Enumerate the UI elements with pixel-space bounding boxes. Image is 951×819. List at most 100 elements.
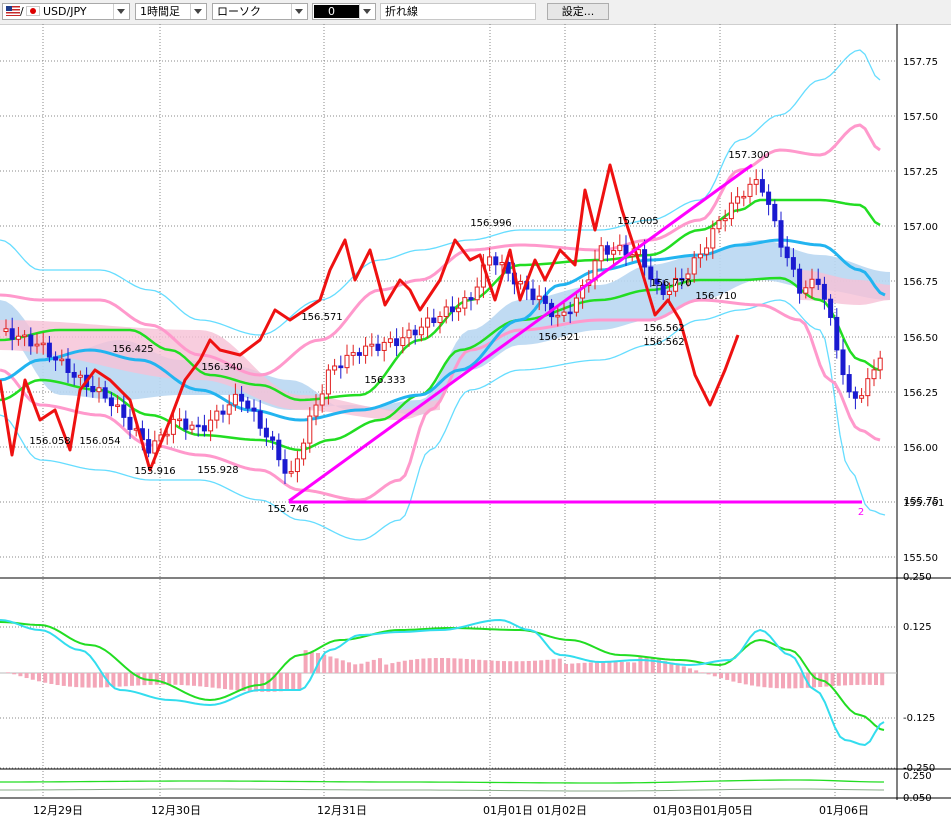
macd-histogram-bar <box>725 673 730 680</box>
macd-histogram-bar <box>396 661 401 673</box>
macd-histogram-bar <box>223 673 227 690</box>
candle-body <box>406 329 412 339</box>
macd-histogram-bar <box>86 673 91 688</box>
candle-body <box>53 356 59 361</box>
macd-histogram-bar <box>285 673 289 691</box>
candle-body <box>530 288 536 301</box>
chevron-down-icon[interactable] <box>291 4 307 19</box>
axis-labels: 157.75 157.50 157.25 157.00 156.75 156.50 156.… <box>33 57 944 817</box>
macd-histogram-bar <box>731 673 736 682</box>
macd-histogram-bar <box>824 673 829 687</box>
date-axis-label: 12月30日 <box>151 804 201 817</box>
macd-histogram-bar <box>297 673 302 690</box>
macd-histogram-bar <box>61 673 66 686</box>
oscillator-axis-label: -0.125 <box>903 713 935 724</box>
candle-body <box>456 307 462 313</box>
macd-histogram-bar <box>365 661 370 673</box>
candle-body <box>394 338 400 347</box>
sub-chart-type-select[interactable]: 折れ線 <box>380 3 536 20</box>
macd-histogram-bar <box>185 673 190 686</box>
macd-histogram-bar <box>390 663 395 673</box>
candle-body <box>22 334 28 338</box>
sub-chart-type-value: 折れ線 <box>385 5 418 18</box>
macd-histogram-bar <box>334 658 339 673</box>
macd-histogram-bar <box>229 673 234 690</box>
candle-body <box>871 369 877 380</box>
chevron-down-icon[interactable] <box>359 4 375 19</box>
macd-histogram-bar <box>799 673 804 689</box>
macd-histogram-bar <box>154 673 159 685</box>
macd-histogram-bar <box>68 673 72 687</box>
price-annotation: 157.005 <box>617 216 658 227</box>
candle-body <box>363 345 369 356</box>
candle-body <box>189 424 195 430</box>
macd-histogram-bar <box>607 661 612 673</box>
candle-body <box>468 297 474 301</box>
candle-body <box>704 247 710 255</box>
macd-histogram-bar <box>247 673 252 692</box>
price-annotation: 156.571 <box>301 312 342 323</box>
indicator-select[interactable]: 0 <box>312 3 376 20</box>
macd-histogram-bar <box>526 660 531 673</box>
price-annotation: 156.333 <box>364 375 405 386</box>
macd-histogram-bar <box>650 658 655 673</box>
date-axis-label: 01月05日 <box>703 804 753 817</box>
candle-body <box>580 285 586 299</box>
candle-body <box>852 391 858 399</box>
candle-body <box>214 410 220 421</box>
candle-body <box>170 418 176 435</box>
candle-body <box>604 245 610 255</box>
chart-type-select[interactable]: ローソク <box>212 3 308 20</box>
price-tag-background <box>898 496 940 508</box>
macd-histogram-bar <box>433 658 438 673</box>
candle-body <box>115 404 121 407</box>
timeframe-select[interactable]: 1時間足 <box>135 3 207 20</box>
price-annotation: 156.058 <box>29 436 70 447</box>
macd-histogram-bar <box>440 657 444 673</box>
price-axis-label: 155.761 <box>903 498 944 509</box>
macd-histogram-bar <box>291 673 296 690</box>
candle-body <box>679 277 685 281</box>
candle-body <box>840 349 846 376</box>
candle-body <box>239 393 245 402</box>
macd-histogram-bar <box>576 663 581 673</box>
candle-body <box>803 287 809 294</box>
macd-histogram-bar <box>464 658 469 673</box>
price-axis-label: 156.25 <box>903 388 938 399</box>
candle-body <box>418 326 424 336</box>
settings-button[interactable]: 設定... <box>547 3 609 20</box>
candle-body <box>747 183 753 197</box>
chevron-down-icon[interactable] <box>113 4 129 19</box>
macd-histogram-bar <box>489 660 494 673</box>
macd-histogram-bar <box>173 673 178 685</box>
price-axis-label: 155.50 <box>903 553 938 564</box>
candle-body <box>425 317 431 328</box>
date-axis-label: 01月03日 <box>653 804 703 817</box>
candle-body <box>177 418 183 422</box>
chevron-down-icon[interactable] <box>190 4 206 19</box>
indicator-value: 0 <box>314 5 360 18</box>
candle-body <box>40 342 46 346</box>
candle-body <box>257 410 263 429</box>
currency-pair-select[interactable]: / USD/JPY <box>2 3 130 20</box>
macd-histogram-bar <box>384 664 389 673</box>
candle-body <box>685 273 691 280</box>
candle-body <box>251 407 257 412</box>
macd-histogram-bar <box>427 658 432 673</box>
macd-histogram-bar <box>545 659 550 673</box>
candle-body <box>431 317 437 324</box>
macd-histogram-bar <box>347 662 351 673</box>
macd-histogram-bar <box>30 673 35 680</box>
macd-histogram-bar <box>123 673 128 687</box>
candle-body <box>766 191 772 205</box>
hline-marker-label: 2 <box>858 507 864 518</box>
candle-body <box>152 440 158 454</box>
macd-histogram-bar <box>681 666 686 673</box>
macd-histogram-bar <box>192 673 196 686</box>
candle-body <box>9 328 15 340</box>
candle-body <box>381 341 387 351</box>
candle-body <box>828 298 834 318</box>
macd-histogram-bar <box>502 661 506 673</box>
macd-histogram-bar <box>750 673 754 686</box>
macd-histogram-bar <box>99 673 103 688</box>
